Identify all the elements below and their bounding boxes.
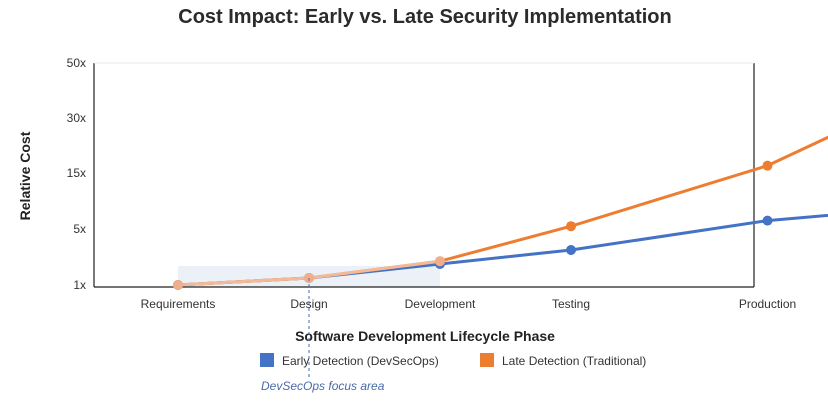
x-tick-label: Development <box>405 297 476 311</box>
y-tick-label: 50x <box>67 56 86 70</box>
focus-overlay-point <box>173 280 183 290</box>
late-detection-legend-swatch <box>480 353 494 367</box>
early-detection-legend-label: Early Detection (DevSecOps) <box>282 354 439 368</box>
x-tick-label: Production <box>739 297 796 311</box>
early-detection-point <box>762 215 773 226</box>
late-detection-point <box>566 221 576 232</box>
late-detection-point <box>762 160 773 171</box>
plot-area <box>94 63 754 287</box>
y-axis-title: Relative Cost <box>17 131 33 220</box>
legend: Early Detection (DevSecOps) Late Detectio… <box>260 353 646 368</box>
annotation-label: DevSecOps focus area <box>261 379 385 393</box>
early-detection-legend-swatch <box>260 353 274 367</box>
x-axis-title: Software Development Lifecycle Phase <box>295 328 555 344</box>
y-tick-labels: 1x 5x 15x 30x 50x <box>67 56 86 292</box>
y-tick-label: 30x <box>67 111 86 125</box>
axes <box>93 62 755 288</box>
late-detection-legend-label: Late Detection (Traditional) <box>502 354 646 368</box>
focus-overlay-point <box>435 256 445 267</box>
x-tick-labels: Requirements Design Development Testing Prod… <box>141 297 797 311</box>
chart-title: Cost Impact: Early vs. Late Security Imp… <box>178 6 671 28</box>
x-tick-label: Requirements <box>141 297 216 311</box>
y-tick-label: 5x <box>73 222 86 236</box>
plot-background <box>94 63 754 287</box>
y-tick-label: 15x <box>67 166 86 180</box>
x-tick-label: Testing <box>552 297 590 311</box>
y-tick-label: 1x <box>73 278 86 292</box>
early-detection-point <box>566 245 576 255</box>
